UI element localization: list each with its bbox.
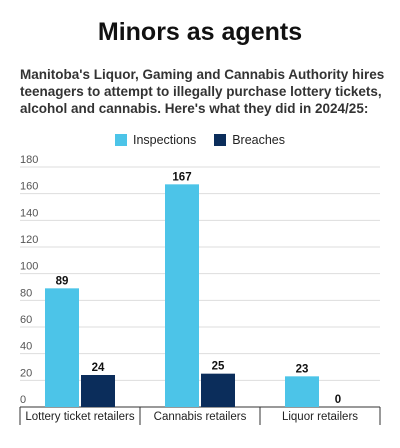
legend-item-breaches: Breaches <box>214 133 285 147</box>
chart-title: Minors as agents <box>97 18 303 46</box>
data-label-breaches-1: 25 <box>212 361 225 373</box>
legend-item-inspections: Inspections <box>114 133 197 147</box>
legend: Inspections Breaches <box>0 133 400 147</box>
y-tick-label-40: 40 <box>20 341 32 353</box>
y-tick-label-100: 100 <box>20 261 38 273</box>
y-tick-label-0: 0 <box>20 394 26 406</box>
x-tick-label-0: Lottery ticket retailers <box>25 411 135 423</box>
legend-swatch-inspections <box>114 134 127 146</box>
bar-breaches-1 <box>201 373 235 407</box>
data-label-breaches-0: 24 <box>92 362 105 374</box>
data-label-inspections-1: 167 <box>172 171 191 183</box>
data-label-inspections-0: 89 <box>56 275 69 287</box>
legend-swatch-breaches <box>214 134 227 146</box>
bar-inspections-0 <box>45 288 79 407</box>
bar-inspections-1 <box>165 184 199 407</box>
x-tick-label-2: Liquor retailers <box>282 411 358 423</box>
legend-label-breaches: Breaches <box>232 133 286 147</box>
y-tick-label-180: 180 <box>20 154 38 166</box>
bar-breaches-0 <box>81 375 115 407</box>
y-tick-label-80: 80 <box>20 287 32 299</box>
y-tick-label-20: 20 <box>20 367 32 379</box>
data-label-breaches-2: 0 <box>335 394 341 406</box>
y-tick-label-160: 160 <box>20 181 38 193</box>
x-tick-label-1: Cannabis retailers <box>154 411 247 423</box>
y-tick-label-140: 140 <box>20 207 38 219</box>
chart-subtitle: Manitoba's Liquor, Gaming and Cannabis A… <box>20 67 385 116</box>
y-tick-label-120: 120 <box>20 234 38 246</box>
legend-label-inspections: Inspections <box>132 133 197 147</box>
data-label-inspections-2: 23 <box>296 363 309 375</box>
bar-inspections-2 <box>285 376 319 407</box>
y-tick-label-60: 60 <box>20 314 32 326</box>
